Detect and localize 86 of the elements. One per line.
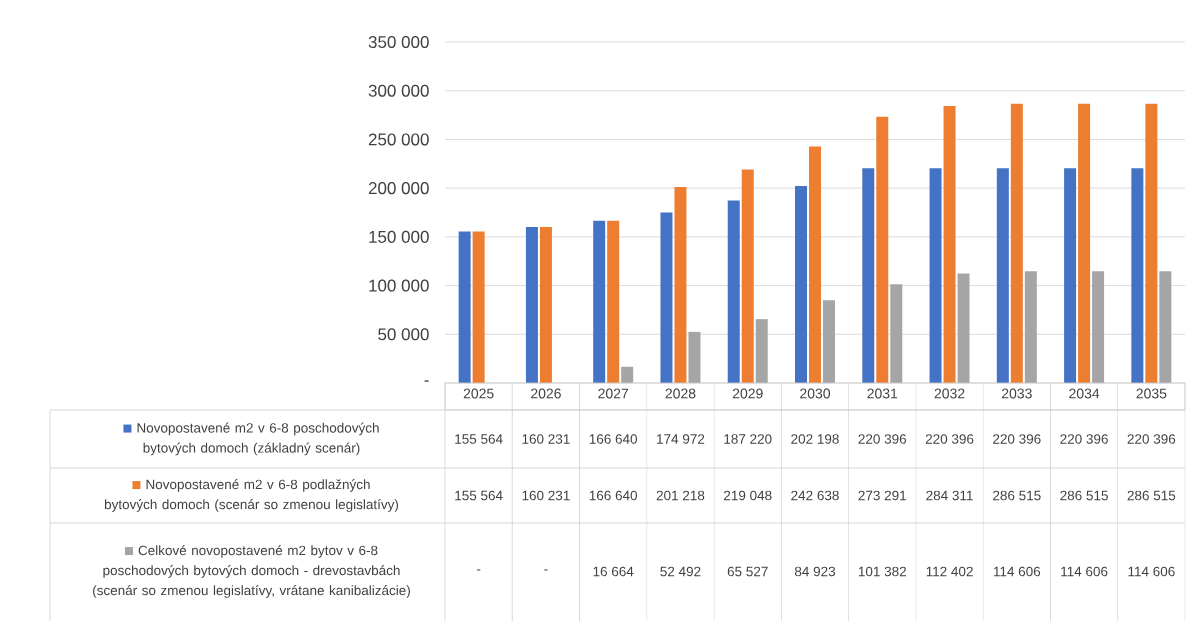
- bar: [1092, 271, 1105, 383]
- x-tick-label: 2026: [531, 388, 561, 399]
- bar: [929, 168, 942, 383]
- bar: [674, 186, 687, 383]
- bar: [890, 284, 903, 383]
- x-tick-label: 2033: [1001, 388, 1032, 399]
- bar: [1159, 271, 1172, 383]
- data-label: 16 664: [593, 566, 634, 577]
- data-label: 166 640: [589, 434, 638, 444]
- data-label: 160 231: [522, 490, 570, 501]
- data-label: 114 606: [1128, 566, 1175, 577]
- bar: [996, 168, 1009, 383]
- text: -: [544, 569, 548, 571]
- data-label: 155 564: [455, 434, 503, 444]
- bar: [727, 200, 740, 383]
- bar: [823, 300, 836, 383]
- y-tick-label: 50 000: [378, 328, 429, 341]
- data-label: 220 396: [858, 434, 907, 444]
- data-label: 201 218: [656, 490, 705, 501]
- bar: [525, 226, 538, 383]
- x-tick-label: 2027: [598, 388, 629, 399]
- data-label: 202 198: [791, 434, 839, 444]
- data-label: 286 515: [993, 490, 1041, 501]
- bar: [539, 226, 552, 383]
- data-label: 114 606: [1061, 566, 1108, 577]
- x-tick-label: 2029: [732, 388, 763, 399]
- data-label: 286 515: [1127, 490, 1176, 501]
- bar: [862, 168, 875, 383]
- data-label: 220 396: [1060, 434, 1108, 444]
- x-tick-label: 2028: [665, 388, 696, 399]
- bar: [1024, 271, 1037, 383]
- bar: [621, 366, 634, 383]
- data-label: 284 311: [926, 490, 973, 501]
- bar: [741, 169, 754, 383]
- bar: [688, 331, 701, 383]
- data-label: 52 492: [660, 566, 701, 577]
- bar: [1064, 168, 1077, 383]
- y-tick-label: 300 000: [368, 84, 429, 97]
- data-label: 174 972: [657, 434, 705, 444]
- data-label: 101 382: [858, 566, 906, 577]
- bar: [458, 231, 471, 383]
- bar: [472, 231, 485, 383]
- legend-label: Novopostavené m2 v 6-8 poschodových bytových domoch (základný scenár): [137, 422, 379, 456]
- bar: [755, 318, 768, 383]
- bar: [593, 220, 606, 383]
- data-label: 273 291: [858, 490, 906, 501]
- data-label: 242 638: [791, 490, 839, 501]
- x-tick-label: 2035: [1136, 388, 1167, 399]
- x-tick-label: 2032: [934, 388, 965, 399]
- y-tick-label: 350 000: [368, 35, 429, 48]
- legend-label: Celkové novopostavené m2 bytov v 6-8 poschodových bytových domoch - drevostavbách (scenár so zmenou legislatívy, vrátane kanibalizácie): [93, 544, 410, 598]
- bar: [943, 105, 956, 383]
- data-label: 84 923: [794, 566, 836, 577]
- x-tick-label: 2034: [1069, 388, 1100, 399]
- bar: [1010, 103, 1023, 383]
- legend-label: Novopostavené m2 v 6-8 podlažných bytových domoch (scenár so zmenou legislatívy): [104, 478, 399, 512]
- bar: [607, 220, 620, 383]
- data-label: 220 396: [993, 434, 1041, 444]
- y-tick-label: 100 000: [369, 279, 429, 292]
- bar: [957, 273, 970, 383]
- y-tick-label: 150 000: [369, 230, 429, 243]
- data-label: 219 048: [724, 490, 772, 501]
- data-label: 220 396: [925, 434, 974, 444]
- bar: [1131, 168, 1144, 383]
- bar: [1145, 103, 1158, 383]
- x-tick-label: 2025: [463, 388, 494, 399]
- data-label: 166 640: [589, 490, 638, 501]
- data-label: 65 527: [727, 566, 768, 577]
- y-tick-label: 200 000: [368, 181, 429, 194]
- text: -: [477, 569, 481, 571]
- data-label: 155 564: [455, 490, 503, 501]
- bar: [660, 212, 673, 383]
- x-tick-label: 2031: [867, 388, 898, 399]
- y-tick-label: 250 000: [368, 133, 429, 146]
- data-label: 160 231: [522, 434, 570, 444]
- bar: [809, 146, 822, 383]
- data-label: 114 606: [993, 566, 1041, 577]
- data-label: 187 220: [724, 434, 772, 444]
- data-label: 112 402: [926, 566, 973, 577]
- data-label: 220 396: [1127, 434, 1176, 444]
- data-label: 286 515: [1060, 490, 1108, 501]
- bar: [795, 185, 808, 383]
- bar: [876, 116, 889, 383]
- y-tick-label: -: [424, 380, 429, 382]
- x-tick-label: 2030: [800, 388, 831, 399]
- bar: [1078, 103, 1091, 383]
